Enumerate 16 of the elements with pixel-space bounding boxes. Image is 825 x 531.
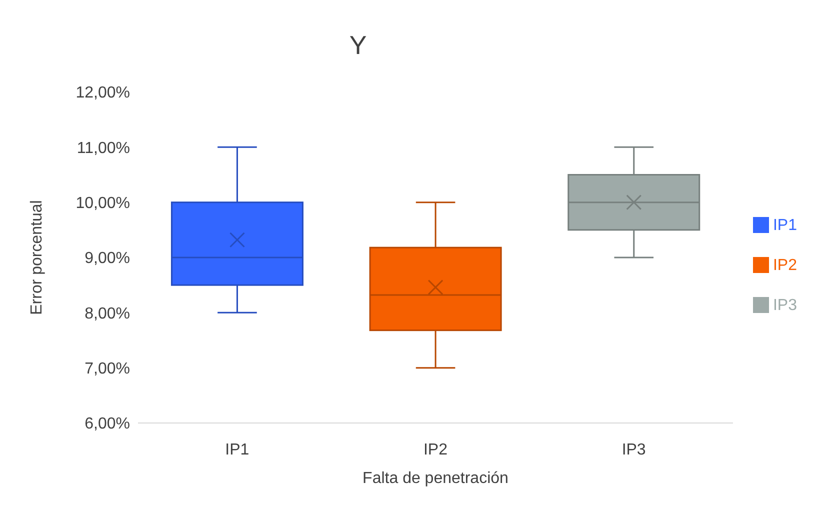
chart-title: Y (348, 30, 368, 61)
y-axis-title: Error porcentual (28, 200, 46, 315)
y-tick-label: 12,00% (76, 84, 130, 102)
legend-label: IP3 (772, 296, 797, 314)
x-tick-label: IP2 (423, 441, 448, 458)
x-tick-label: IP1 (225, 441, 250, 458)
y-tick-label: 8,00% (84, 305, 130, 322)
legend-label: IP1 (772, 216, 797, 234)
legend-label: IP2 (772, 256, 797, 274)
y-tick-label: 9,00% (84, 250, 130, 268)
y-tick-label: 7,00% (84, 360, 130, 378)
x-tick-label: IP3 (622, 441, 646, 458)
y-tick-label: 6,00% (84, 416, 130, 433)
y-tick-label: 10,00% (76, 195, 130, 212)
x-axis-title: Falta de penetración (362, 470, 508, 487)
y-tick-label: 11,00% (76, 140, 130, 157)
